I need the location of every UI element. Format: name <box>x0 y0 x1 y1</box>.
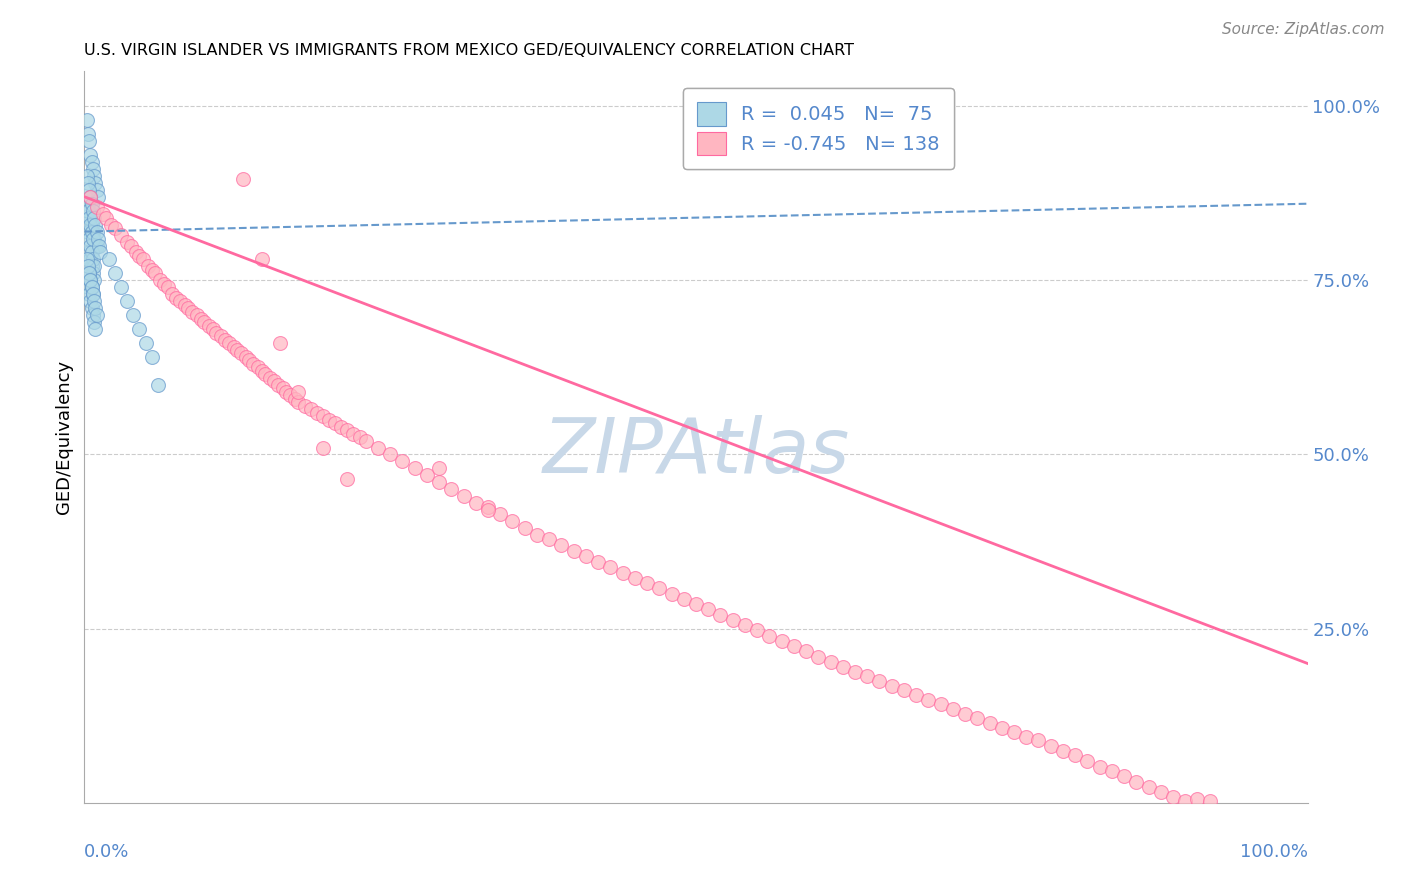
Point <box>218 336 240 351</box>
Point <box>79 294 101 309</box>
Point <box>367 441 389 455</box>
Point <box>77 134 100 148</box>
Point <box>636 576 658 591</box>
Point <box>77 231 100 245</box>
Point <box>77 225 100 239</box>
Point <box>1114 769 1136 783</box>
Point <box>336 472 359 486</box>
Point <box>242 357 264 371</box>
Point <box>186 308 208 322</box>
Point <box>77 183 100 197</box>
Point <box>80 225 103 239</box>
Point <box>856 669 879 683</box>
Point <box>153 277 176 291</box>
Point <box>141 350 163 364</box>
Point <box>193 315 215 329</box>
Point <box>79 218 101 232</box>
Point <box>87 190 110 204</box>
Point <box>1015 730 1038 744</box>
Text: U.S. VIRGIN ISLANDER VS IMMIGRANTS FROM MEXICO GED/EQUIVALENCY CORRELATION CHART: U.S. VIRGIN ISLANDER VS IMMIGRANTS FROM … <box>84 43 855 58</box>
Point <box>869 673 891 688</box>
Point <box>87 231 110 245</box>
Point <box>599 560 621 574</box>
Point <box>929 697 952 711</box>
Point <box>205 326 228 340</box>
Point <box>82 231 104 245</box>
Point <box>169 294 191 309</box>
Point <box>120 238 142 252</box>
Point <box>1187 792 1209 806</box>
Point <box>464 496 486 510</box>
Point <box>489 507 512 521</box>
Point <box>287 395 309 409</box>
Point <box>276 384 298 399</box>
Point <box>323 416 346 430</box>
Point <box>330 419 353 434</box>
Point <box>354 434 377 448</box>
Point <box>820 655 842 669</box>
Point <box>84 301 107 316</box>
Point <box>128 249 150 263</box>
Point <box>77 287 100 301</box>
Point <box>149 273 172 287</box>
Point <box>721 613 744 627</box>
Point <box>86 238 108 252</box>
Point <box>76 169 98 183</box>
Point <box>250 252 273 267</box>
Point <box>917 692 939 706</box>
Point <box>115 294 138 309</box>
Point <box>83 294 105 309</box>
Point <box>513 521 536 535</box>
Point <box>550 538 572 552</box>
Point <box>783 639 806 653</box>
Point <box>232 172 254 186</box>
Point <box>284 392 307 406</box>
Point <box>1137 780 1160 795</box>
Point <box>844 665 866 679</box>
Point <box>697 602 720 616</box>
Point <box>648 581 671 595</box>
Point <box>586 556 609 570</box>
Point <box>1088 759 1111 773</box>
Point <box>143 266 166 280</box>
Point <box>162 287 184 301</box>
Text: 100.0%: 100.0% <box>1240 843 1308 861</box>
Point <box>104 221 127 235</box>
Point <box>1174 794 1197 808</box>
Point <box>254 368 277 382</box>
Point <box>526 527 548 541</box>
Point <box>177 301 200 316</box>
Point <box>404 461 426 475</box>
Point <box>269 336 291 351</box>
Point <box>427 475 450 490</box>
Point <box>86 200 108 214</box>
Point <box>84 176 107 190</box>
Point <box>79 273 101 287</box>
Point <box>77 127 100 141</box>
Point <box>299 402 322 417</box>
Point <box>77 266 100 280</box>
Point <box>100 218 122 232</box>
Point <box>76 252 98 267</box>
Point <box>1028 733 1050 747</box>
Point <box>77 266 100 280</box>
Point <box>80 218 103 232</box>
Point <box>1002 724 1025 739</box>
Point <box>312 409 335 424</box>
Point <box>136 260 159 274</box>
Point <box>1039 739 1062 753</box>
Point <box>831 660 853 674</box>
Text: Source: ZipAtlas.com: Source: ZipAtlas.com <box>1222 22 1385 37</box>
Point <box>86 225 108 239</box>
Point <box>905 688 928 702</box>
Point <box>86 308 108 322</box>
Point <box>734 618 756 632</box>
Point <box>953 706 976 721</box>
Point <box>747 623 769 637</box>
Point <box>89 245 111 260</box>
Legend: R =  0.045   N=  75, R = -0.745   N= 138: R = 0.045 N= 75, R = -0.745 N= 138 <box>683 88 953 169</box>
Point <box>1198 794 1220 808</box>
Point <box>115 235 138 249</box>
Point <box>83 273 105 287</box>
